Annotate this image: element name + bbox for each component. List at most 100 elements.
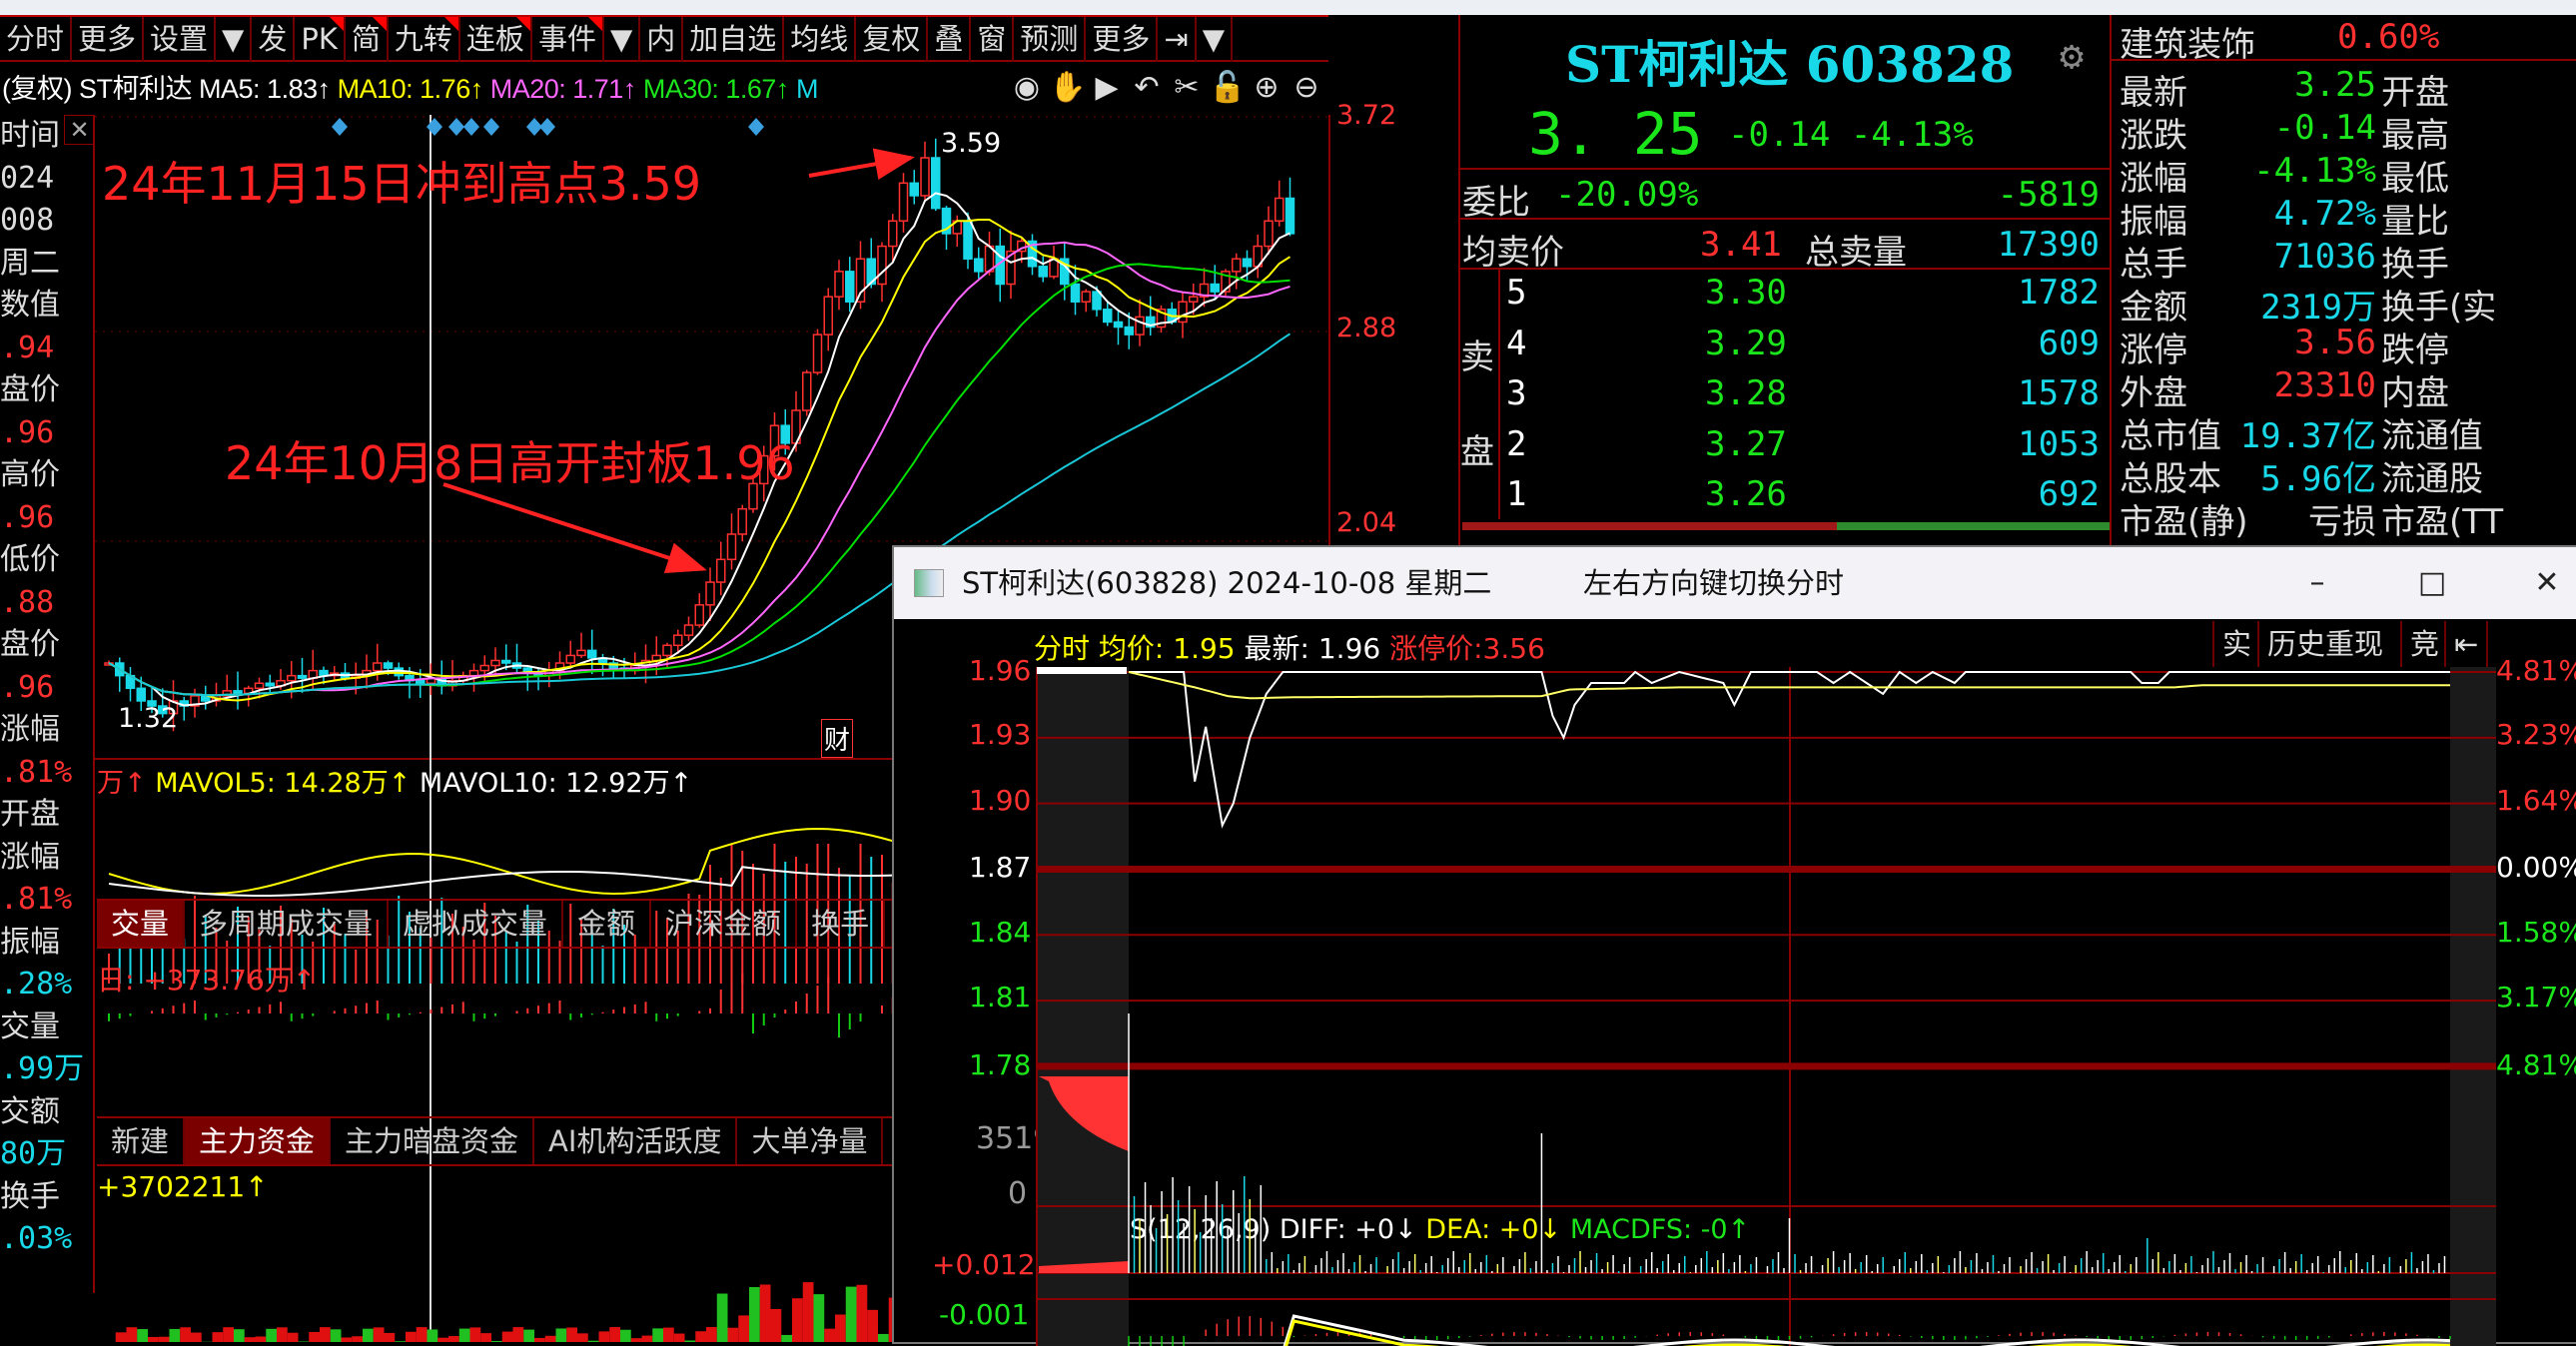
indicator-tab[interactable]: 换手 — [797, 901, 885, 947]
data-window-row: .88 — [0, 582, 93, 625]
sell-side-label: 盘 — [1460, 424, 1494, 473]
bottom-area-bar — [213, 1332, 224, 1342]
indicator-tab[interactable]: 金额 — [563, 901, 651, 947]
data-window-row: .28% — [0, 964, 93, 1007]
finance-event-badge[interactable]: 财 — [821, 719, 853, 758]
stat-label: 总手 — [2120, 237, 2187, 286]
collapse-icon[interactable]: ⇤ — [2444, 621, 2488, 667]
bottom-area-bar — [406, 1332, 417, 1342]
toolbar-button[interactable]: 复权 — [856, 17, 928, 62]
toolbar-button[interactable]: 连板 — [460, 17, 532, 62]
ask-volume: 692 — [2039, 474, 2100, 514]
zoom-out-icon[interactable]: ⊖ — [1288, 70, 1324, 105]
ask-price: 3.30 — [1705, 273, 1787, 313]
undo-icon[interactable]: ↶ — [1129, 70, 1165, 105]
indicator-tab[interactable]: 沪深金额 — [651, 901, 797, 947]
candle — [803, 372, 811, 410]
toolbar-button[interactable]: 内 — [640, 17, 683, 62]
toolbar-button[interactable]: ⇥ — [1158, 17, 1196, 62]
divider — [1460, 218, 2110, 220]
hand-icon[interactable]: ✋ — [1049, 70, 1085, 105]
toolbar-button[interactable]: 发 — [252, 17, 295, 62]
close-button[interactable]: ✕ — [2512, 547, 2576, 619]
toolbar-button[interactable]: 更多 — [1086, 17, 1158, 62]
toolbar-button[interactable]: 设置 — [144, 17, 216, 62]
candle — [566, 655, 574, 663]
lock-icon[interactable]: 🔓 — [1209, 70, 1245, 105]
close-data-window-icon[interactable]: ✕ — [64, 115, 95, 145]
toolbar-button[interactable]: PK — [295, 17, 346, 62]
indicator-tab[interactable]: 主力资金 — [185, 1118, 331, 1164]
ask-level: 1 — [1506, 474, 1526, 514]
popup-title-bar[interactable]: ST柯利达(603828) 2024-10-08 星期二 左右方向键切换分时 –… — [894, 547, 2576, 619]
stat-value: 5.96亿 — [2260, 451, 2376, 500]
bottom-area-bar — [556, 1328, 567, 1342]
bottom-area-bar — [814, 1294, 825, 1342]
indicator-tab[interactable]: AI机构活跃度 — [534, 1118, 737, 1164]
popup-title: ST柯利达(603828) 2024-10-08 星期二 — [962, 547, 1491, 619]
candle — [1104, 310, 1112, 323]
eye-icon[interactable]: ◉ — [1009, 70, 1045, 105]
stat-label-right: 流通股 — [2381, 451, 2483, 500]
buy-ratio-bar — [1837, 522, 2110, 530]
toolbar-button[interactable]: 叠 — [928, 17, 971, 62]
candle — [417, 681, 425, 684]
bottom-area-bar — [148, 1337, 159, 1342]
data-window-row: .96 — [0, 412, 93, 455]
avg-sell-price: 3.41 — [1700, 225, 1782, 265]
toolbar-button[interactable]: ▼ — [216, 17, 252, 62]
data-window-row: 高价 — [0, 454, 93, 497]
play-icon[interactable]: ▶ — [1089, 70, 1125, 105]
data-window-row: .96 — [0, 667, 93, 710]
candle — [1125, 328, 1133, 336]
toolbar-button[interactable]: 分时 — [0, 17, 72, 62]
toolbar-button[interactable]: 更多 — [72, 17, 144, 62]
bottom-area-bar — [663, 1328, 674, 1342]
weibi-pct: -20.09% — [1555, 175, 1698, 215]
toolbar-button[interactable]: 简 — [346, 17, 389, 62]
auction-button[interactable]: 竞 — [2400, 621, 2447, 667]
toolbar-button[interactable]: 窗 — [971, 17, 1014, 62]
bottom-area-bar — [674, 1334, 685, 1342]
bottom-area-bar — [374, 1327, 385, 1342]
bottom-area-bar — [803, 1282, 814, 1342]
indicator-tab[interactable]: 多周期成交量 — [185, 901, 389, 947]
toolbar-button[interactable]: 预测 — [1014, 17, 1086, 62]
bottom-area-bar — [534, 1338, 545, 1342]
data-window-row: .03% — [0, 1218, 93, 1261]
tick-button[interactable]: 实 — [2212, 621, 2259, 667]
bottom-area-bar — [266, 1329, 277, 1342]
ask-price: 3.26 — [1705, 474, 1787, 514]
intraday-chart[interactable] — [894, 667, 2576, 1346]
data-window-row: 振幅 — [0, 922, 93, 965]
indicator-tab[interactable]: 新建 — [97, 1118, 185, 1164]
bottom-area-bar — [878, 1334, 889, 1342]
toolbar-button[interactable]: ▼ — [604, 17, 640, 62]
minimize-button[interactable]: – — [2282, 547, 2352, 619]
indicator-tab[interactable]: 交量 — [97, 901, 185, 947]
annotation-open: 24年10月8日高开封板1.96 — [225, 427, 795, 493]
toolbar-button[interactable]: 事件 — [532, 17, 604, 62]
zoom-in-icon[interactable]: ⊕ — [1249, 70, 1285, 105]
bottom-area-bar — [867, 1310, 878, 1342]
stat-label-right: 量比 — [2381, 194, 2449, 243]
total-sell-label: 总卖量 — [1805, 225, 1907, 274]
candle — [835, 272, 843, 297]
toolbar-button[interactable]: 均线 — [784, 17, 856, 62]
stat-label: 金额 — [2120, 280, 2187, 329]
toolbar-button[interactable]: 加自选 — [683, 17, 784, 62]
indicator-tab[interactable]: 主力暗盘资金 — [331, 1118, 534, 1164]
toolbar-button[interactable]: ▼ — [1197, 17, 1233, 62]
ma10-value: MA10: 1.76↑ — [338, 74, 483, 104]
event-marker-icon — [483, 118, 499, 136]
maximize-button[interactable]: □ — [2397, 547, 2467, 619]
indicator-tab[interactable]: 大单净量 — [737, 1118, 883, 1164]
indicator-tab[interactable]: 虚拟成交量 — [389, 901, 563, 947]
scissors-icon[interactable]: ✂ — [1169, 70, 1205, 105]
app-top-strip — [0, 0, 2576, 15]
bottom-area-bar — [320, 1327, 331, 1342]
ma5-value: MA5: 1.83↑ — [199, 74, 331, 104]
toolbar-button[interactable]: 九转 — [389, 17, 460, 62]
settings-gear-icon[interactable]: ⚙ — [2060, 33, 2084, 79]
history-replay-button[interactable]: 历史重现 — [2257, 621, 2391, 667]
